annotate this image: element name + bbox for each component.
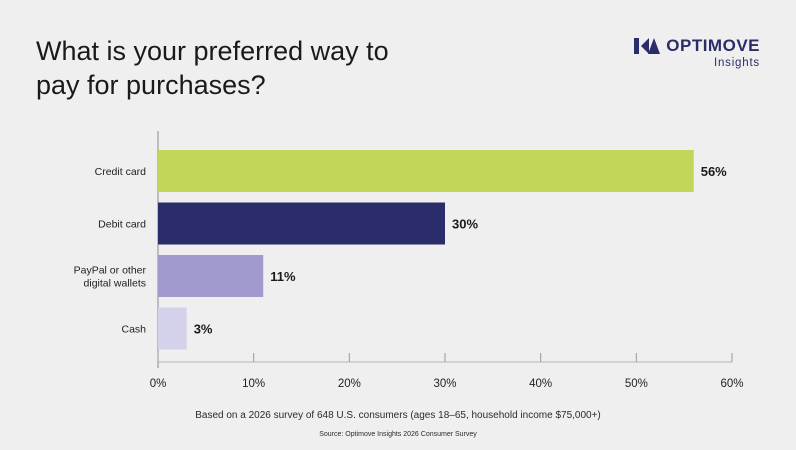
value-label: 56%	[701, 164, 727, 179]
value-label: 11%	[270, 269, 296, 284]
category-label: digital wallets	[84, 278, 146, 290]
x-tick-label: 30%	[433, 378, 456, 390]
x-tick-label: 60%	[720, 378, 743, 390]
x-tick-label: 50%	[625, 378, 648, 390]
source-note: Source: Optimove Insights 2026 Consumer …	[319, 431, 477, 438]
brand-subtitle: Insights	[713, 57, 760, 69]
x-tick-label: 0%	[150, 378, 167, 390]
x-tick-label: 20%	[338, 378, 361, 390]
bar	[158, 255, 264, 297]
survey-footnote: Based on a 2026 survey of 648 U.S. consu…	[195, 410, 601, 421]
x-tick-label: 40%	[529, 378, 552, 390]
bar	[158, 150, 694, 192]
value-label: 30%	[452, 217, 478, 232]
x-tick-label: 10%	[242, 378, 265, 390]
brand-name: OPTIMOVE	[666, 36, 760, 55]
bar	[158, 202, 445, 245]
chart-title-line-2: pay for purchases?	[36, 70, 266, 100]
value-label: 3%	[194, 322, 213, 337]
category-label: Debit card	[98, 219, 146, 231]
bar	[158, 307, 187, 350]
chart-title-line-1: What is your preferred way to	[36, 36, 389, 66]
optimove-logo-icon	[634, 38, 661, 54]
category-label: Credit card	[95, 166, 147, 178]
chart-title: What is your preferred way to pay for pu…	[36, 34, 456, 102]
brand-logo: OPTIMOVE Insights	[634, 36, 760, 69]
category-label: Cash	[121, 324, 146, 336]
category-label: PayPal or other	[74, 265, 147, 277]
